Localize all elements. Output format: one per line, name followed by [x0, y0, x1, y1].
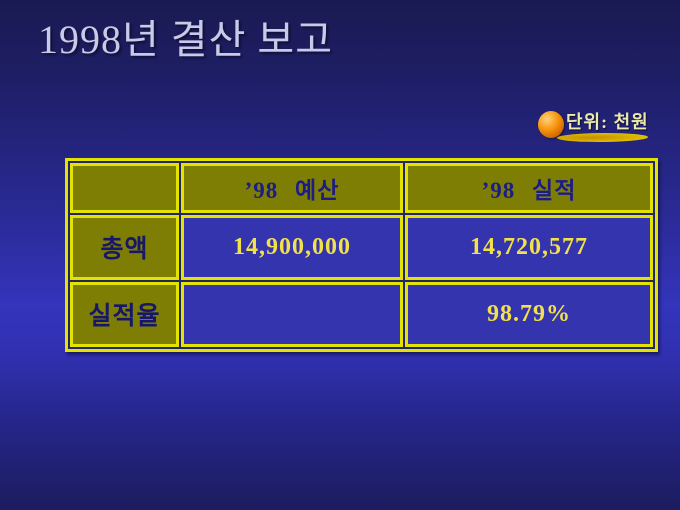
header-cell-budget: ’98 예산 [181, 163, 403, 213]
cell-rate-actual: 98.79% [405, 281, 653, 347]
underline-swoosh-icon [556, 132, 649, 143]
cell-rate-budget [181, 281, 403, 347]
unit-label: 단위: 천원 [566, 112, 649, 132]
header-cell-empty [70, 163, 179, 213]
header-cell-actual: ’98 실적 [405, 163, 653, 213]
table-row-total: 총액 14,900,000 14,720,577 [70, 214, 653, 280]
page-title: 1998년 결산 보고 [38, 17, 333, 62]
table-header-row: ’98 예산 ’98 실적 [70, 163, 653, 213]
settlement-table: ’98 예산 ’98 실적 총액 14,900,000 14,720,577 실… [65, 158, 658, 352]
sphere-icon [538, 111, 564, 138]
row-label-total: 총액 [70, 214, 179, 280]
table-row-rate: 실적율 98.79% [70, 281, 653, 347]
row-label-rate: 실적율 [70, 281, 179, 347]
cell-total-actual: 14,720,577 [405, 214, 653, 280]
cell-total-budget: 14,900,000 [181, 214, 403, 280]
